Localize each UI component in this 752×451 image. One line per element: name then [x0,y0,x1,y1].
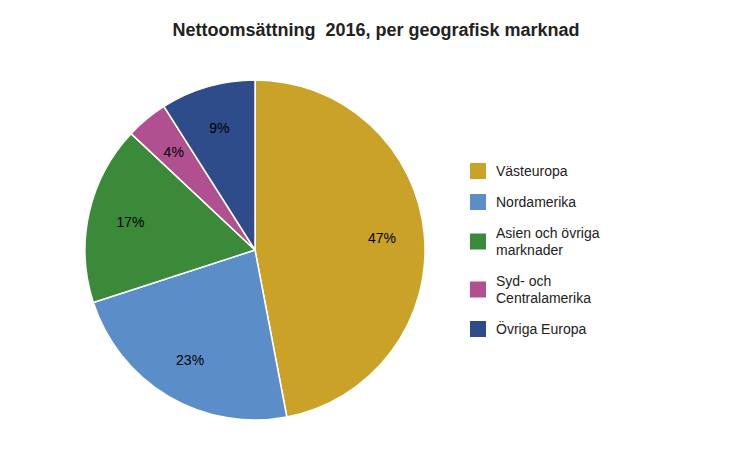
legend-label: Övriga Europa [496,320,586,337]
pie-slice [255,80,425,417]
legend-swatch [470,194,486,210]
data-label: 17% [117,214,145,230]
chart-container: Nettoomsättning 2016, per geografisk mar… [0,0,752,451]
chart: Nettoomsättning 2016, per geografisk mar… [0,0,752,451]
legend-swatch [470,282,486,298]
pie [85,80,425,420]
data-label: 47% [368,230,396,246]
legend-label: Syd- ochCentralamerika [496,273,591,306]
legend-swatch [470,321,486,337]
legend-label: Västeuropa [496,163,568,179]
data-label: 23% [176,352,204,368]
data-label: 4% [164,144,184,160]
legend-label: Asien och övrigamarknader [496,225,600,258]
legend-swatch [470,163,486,179]
legend: Västeuropa Nordamerika Asien och övrigamar… [470,163,600,337]
pie-slice [164,80,255,250]
legend-swatch [470,234,486,250]
data-label: 9% [209,120,229,136]
legend-label: Nordamerika [496,194,576,210]
title: Nettoomsättning 2016, per geografisk mar… [172,20,579,40]
data-labels: 47% 23% 17% 4% 9% [117,120,396,368]
